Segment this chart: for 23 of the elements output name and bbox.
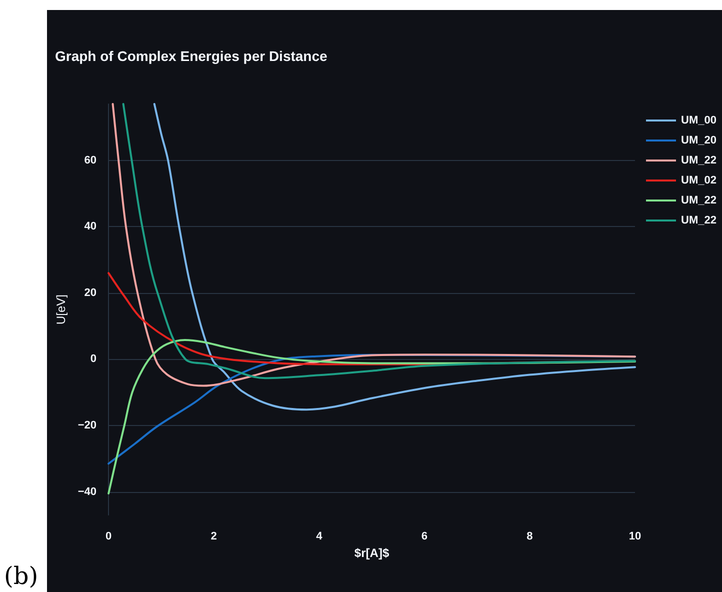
y-axis-title: U[eV] [54,294,68,325]
legend-label: UM_22 [681,154,716,166]
y-tick-label: 40 [84,220,97,233]
x-tick-label: 4 [316,530,324,542]
x-tick-label: 0 [105,530,112,542]
y-tick-label: −20 [78,420,97,432]
legend-label: UM_02 [681,174,716,186]
legend-label: UM_20 [681,134,716,146]
line-series [108,338,636,494]
y-tick-label: 0 [90,353,97,366]
x-tick-label: 8 [526,530,533,542]
x-tick-label: 2 [210,530,217,542]
legend-label: UM_22 [681,214,716,226]
x-tick-label: 10 [628,530,642,542]
text: (b) [4,562,38,590]
legend-label: UM_22 [681,194,716,206]
legend-label: UM_00 [681,114,716,126]
x-axis-title: $r[A]$ [354,546,390,560]
y-tick-label: −40 [78,486,97,498]
chart-title: Graph of Complex Energies per Distance [55,48,328,64]
y-tick-label: 60 [84,154,97,166]
y-tick-label: 20 [84,286,97,299]
x-tick-label: 6 [421,530,428,542]
